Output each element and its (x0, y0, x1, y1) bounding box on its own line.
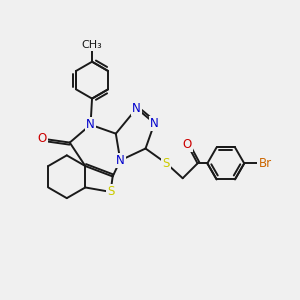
Text: Br: Br (259, 157, 272, 170)
Text: N: N (86, 118, 95, 131)
Text: N: N (132, 102, 141, 115)
Text: O: O (182, 138, 192, 151)
Text: N: N (116, 154, 125, 167)
Text: S: S (163, 157, 170, 170)
Text: N: N (150, 117, 159, 130)
Text: S: S (107, 185, 114, 198)
Text: O: O (38, 132, 47, 145)
Text: CH₃: CH₃ (82, 40, 102, 50)
